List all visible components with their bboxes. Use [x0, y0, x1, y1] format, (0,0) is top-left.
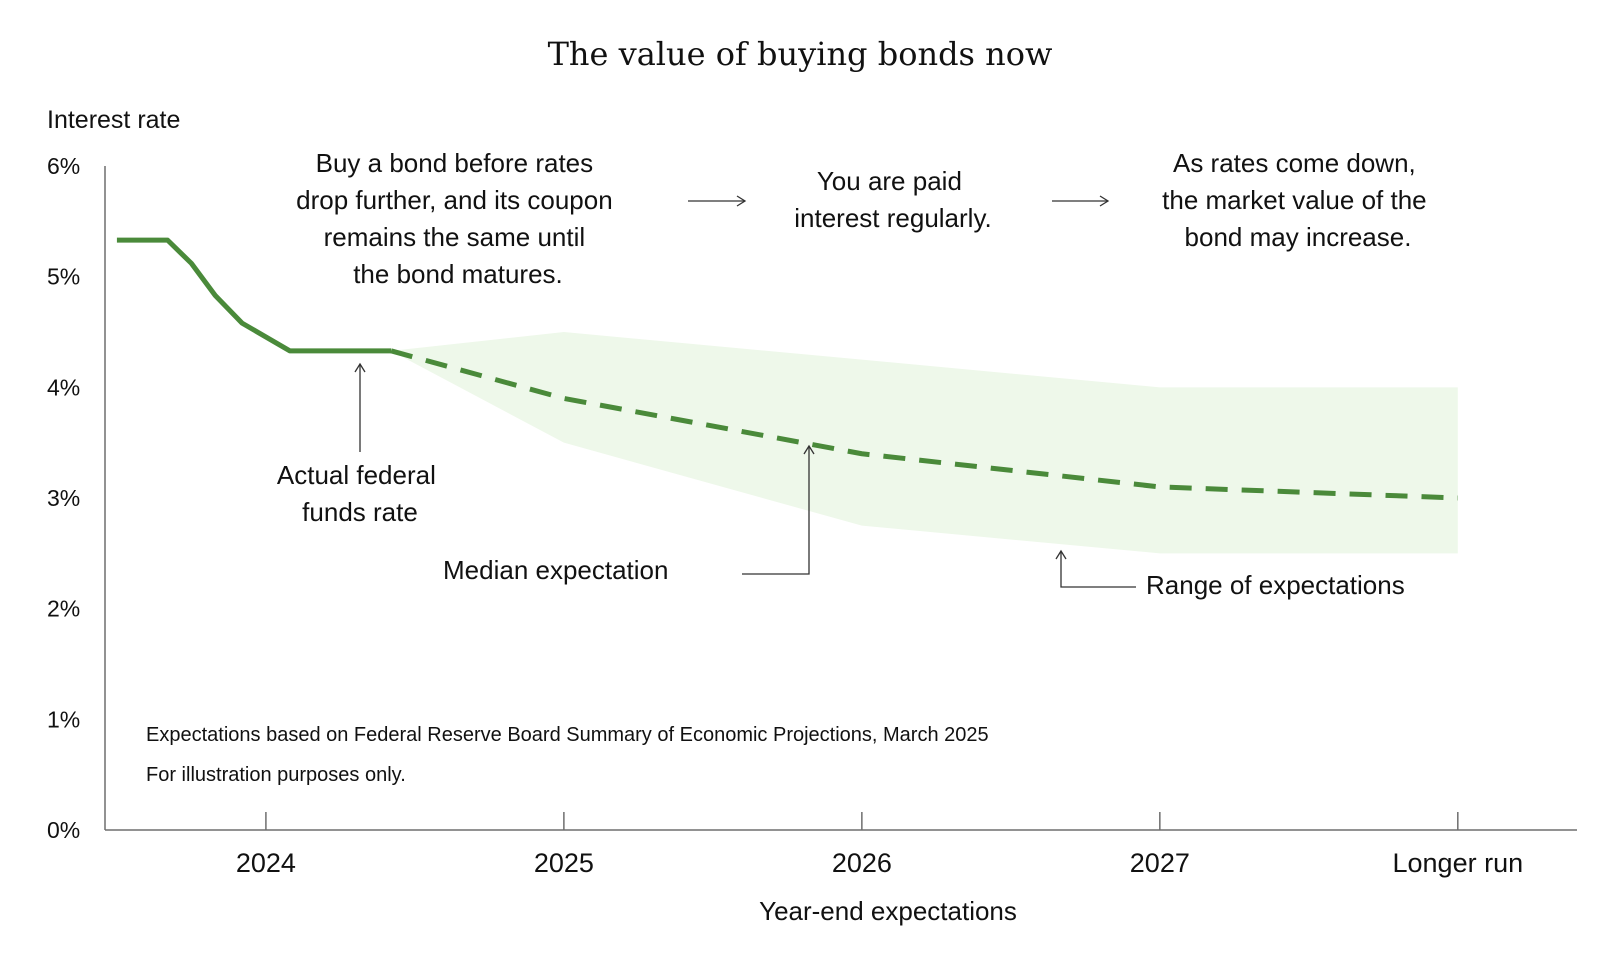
y-tick-label: 3% [47, 485, 80, 511]
annotation-market-value-line: the market value of the [1162, 185, 1426, 215]
callout-arrow-actual-rate [354, 362, 366, 452]
arrow-right-icon [1052, 195, 1110, 207]
callout-arrow-median [742, 444, 815, 575]
x-tick-label: Longer run [1393, 848, 1524, 878]
annotation-market-value-line: bond may increase. [1185, 222, 1412, 252]
annotation-bond-buy-line: remains the same until [324, 222, 586, 252]
annotation-paid-line: You are paid [817, 166, 962, 196]
annotation-bond-buy: Buy a bond before rates drop further, an… [296, 148, 620, 289]
annotation-bond-buy-line: drop further, and its coupon [296, 185, 613, 215]
annotation-market-value-line: As rates come down, [1173, 148, 1416, 178]
x-tick-label: 2027 [1130, 848, 1190, 878]
footnote-disclaimer: For illustration purposes only. [146, 764, 406, 786]
annotation-actual-rate-line: Actual federal [277, 460, 436, 490]
range-band [391, 332, 1458, 554]
annotation-bond-buy-line: the bond matures. [353, 259, 563, 289]
arrow-right-icon [688, 195, 747, 207]
x-tick-label: 2026 [832, 848, 892, 878]
y-tick-label: 4% [47, 374, 80, 400]
annotation-median: Median expectation [443, 555, 668, 585]
annotation-actual-rate: Actual federal funds rate [277, 460, 443, 527]
chart-title: The value of buying bonds now [548, 35, 1053, 73]
callout-arrow-range [1055, 549, 1136, 588]
actual-rate-line [116, 237, 392, 354]
y-tick-label: 2% [47, 596, 80, 622]
y-axis-label: Interest rate [47, 106, 180, 134]
footnote-source: Expectations based on Federal Reserve Bo… [146, 724, 989, 746]
annotation-paid: You are paid interest regularly. [794, 166, 992, 233]
annotation-market-value: As rates come down, the market value of … [1162, 148, 1434, 252]
x-tick-label: 2024 [236, 848, 296, 878]
x-tick-label: 2025 [534, 848, 594, 878]
y-tick-label: 5% [47, 264, 80, 290]
y-tick-label: 1% [47, 706, 80, 732]
y-tick-label: 6% [47, 153, 80, 179]
y-tick-label: 0% [47, 817, 80, 843]
annotation-paid-line: interest regularly. [794, 203, 992, 233]
annotation-bond-buy-line: Buy a bond before rates [316, 148, 594, 178]
annotation-range: Range of expectations [1146, 570, 1405, 600]
x-axis-label: Year-end expectations [759, 896, 1017, 926]
median-expectation-line [390, 348, 1458, 501]
annotation-actual-rate-line: funds rate [302, 497, 418, 527]
